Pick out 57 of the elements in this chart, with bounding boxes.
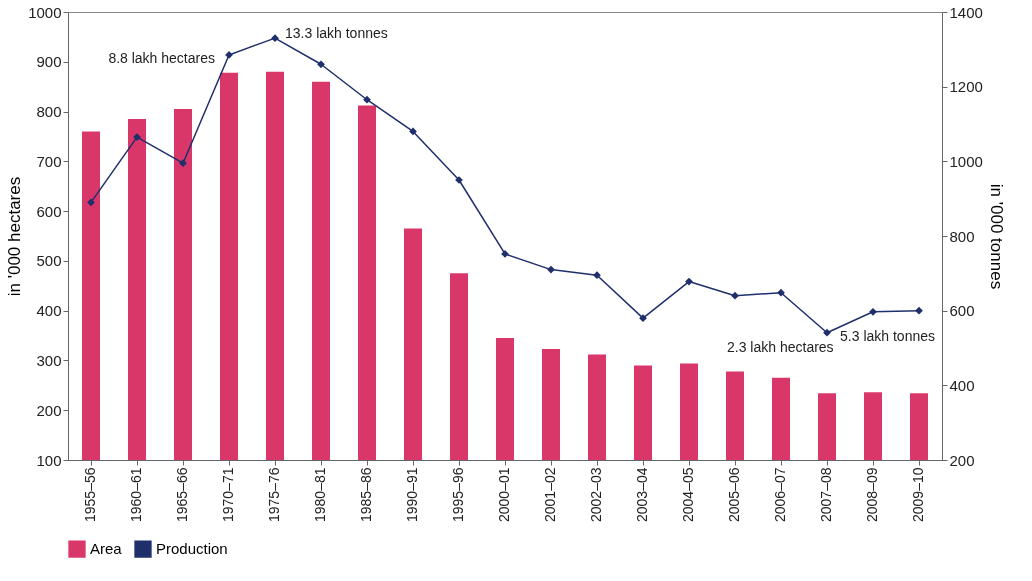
y-axis-title: in '000 hectares bbox=[5, 176, 25, 297]
point bbox=[547, 265, 555, 274]
point bbox=[317, 60, 325, 69]
y2-tick-label: 1000 bbox=[949, 152, 983, 170]
annotation: 8.8 lakh hectares bbox=[108, 49, 215, 66]
y-tick-label: 600 bbox=[36, 202, 62, 220]
point bbox=[87, 198, 95, 207]
y2-tick-label: 1400 bbox=[949, 3, 983, 21]
point bbox=[915, 306, 923, 315]
point bbox=[685, 277, 693, 286]
y-tick-label: 300 bbox=[36, 351, 62, 369]
x-tick-label: 2000–01 bbox=[496, 467, 512, 523]
x-tick-label: 2008–09 bbox=[864, 467, 880, 523]
x-tick-label: 2006–07 bbox=[772, 467, 788, 523]
y2-tick-label: 600 bbox=[949, 302, 975, 320]
y-tick-label: 100 bbox=[36, 451, 62, 469]
y2-axis-title: in '000 tonnes bbox=[986, 183, 1006, 290]
x-tick-label: 1995–96 bbox=[450, 467, 466, 523]
x-tick-label: 1955–56 bbox=[82, 467, 98, 523]
x-tick-label: 2005–06 bbox=[726, 467, 742, 523]
x-tick-label: 2004–05 bbox=[680, 467, 696, 523]
x-tick-label: 1965–66 bbox=[174, 467, 190, 523]
x-tick-label: 1980–81 bbox=[312, 467, 328, 523]
y2-tick-label: 400 bbox=[949, 376, 975, 394]
legend-label: Area bbox=[90, 540, 123, 558]
x-tick-label: 1975–76 bbox=[266, 467, 282, 523]
point bbox=[731, 291, 739, 300]
y-tick-label: 500 bbox=[36, 252, 62, 270]
y2-tick-label: 800 bbox=[949, 227, 975, 245]
annotation: 2.3 lakh hectares bbox=[727, 339, 834, 356]
x-tick-label: 2002–03 bbox=[588, 467, 604, 523]
y-tick-label: 800 bbox=[36, 103, 62, 121]
x-tick-label: 1990–91 bbox=[404, 467, 420, 523]
y-tick-label: 700 bbox=[36, 152, 62, 170]
point bbox=[593, 271, 601, 280]
point bbox=[179, 159, 187, 168]
x-tick-label: 2007–08 bbox=[818, 467, 834, 523]
x-tick-label: 2001–02 bbox=[542, 467, 558, 523]
y-tick-label: 900 bbox=[36, 53, 62, 71]
point bbox=[869, 307, 877, 316]
y-tick-label: 1000 bbox=[28, 3, 62, 21]
point bbox=[823, 328, 831, 337]
point bbox=[409, 127, 417, 136]
legend-label: Production bbox=[156, 540, 228, 558]
x-tick-label: 2003–04 bbox=[634, 467, 650, 523]
y2-tick-label: 200 bbox=[949, 451, 975, 469]
y-tick-label: 400 bbox=[36, 302, 62, 320]
x-tick-label: 1960–61 bbox=[128, 467, 144, 523]
annotation: 5.3 lakh tonnes bbox=[840, 327, 935, 344]
y2-tick-label: 1200 bbox=[949, 78, 983, 96]
x-tick-label: 1970–71 bbox=[220, 467, 236, 523]
y-tick-label: 200 bbox=[36, 401, 62, 419]
point bbox=[777, 288, 785, 297]
annotation: 13.3 lakh tonnes bbox=[285, 25, 388, 42]
point bbox=[363, 95, 371, 104]
x-tick-label: 1985–86 bbox=[358, 467, 374, 523]
x-tick-label: 2009–10 bbox=[910, 467, 926, 523]
